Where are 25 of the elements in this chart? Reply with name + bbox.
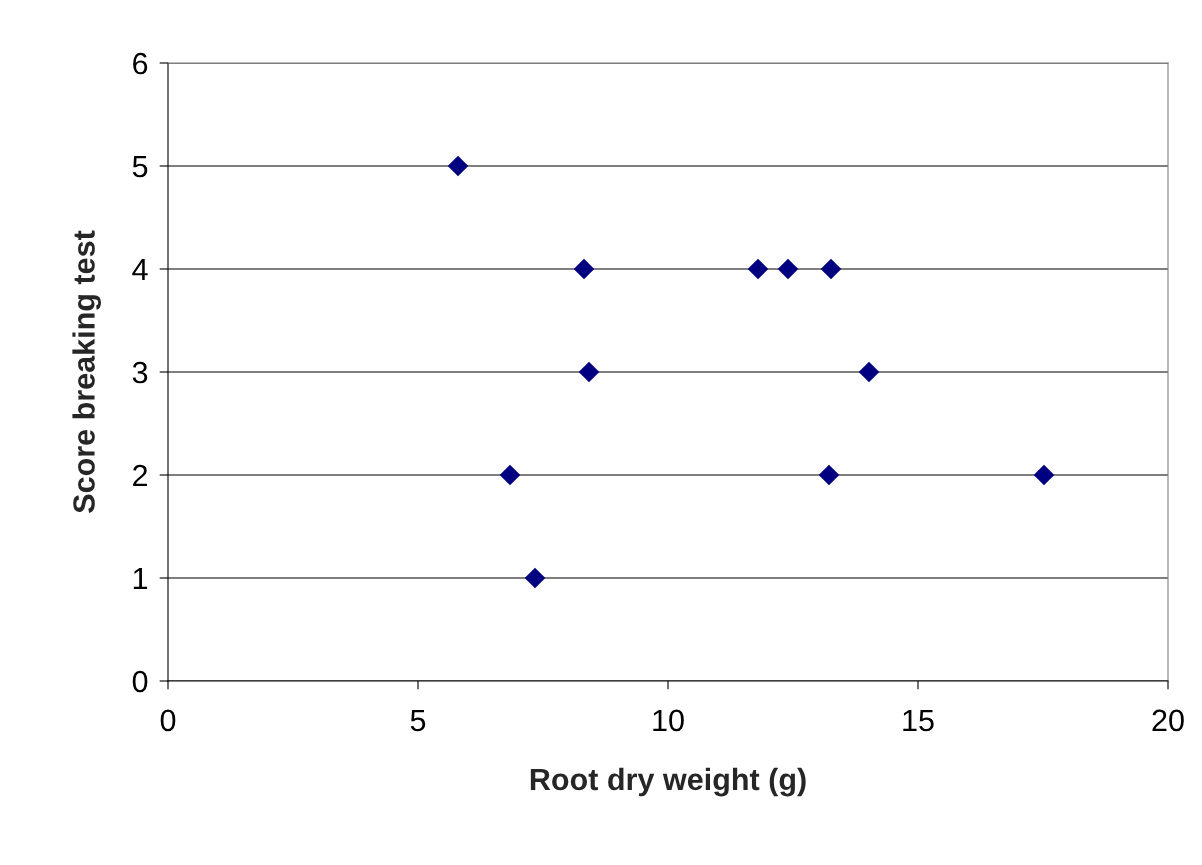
y-tick-label: 6: [133, 52, 148, 75]
point: [447, 155, 469, 177]
x-tick-label: 10: [653, 709, 684, 732]
point: [573, 258, 595, 280]
point: [858, 361, 880, 383]
point: [524, 567, 546, 589]
point: [777, 258, 799, 280]
point: [818, 464, 840, 486]
y-tick-label: 2: [133, 464, 148, 487]
y-tick-label: 3: [132, 361, 148, 384]
x-tick-label: 0: [160, 709, 176, 732]
y-axis-title: Score breaking test: [72, 230, 102, 513]
x-axis-title: Root dry weight (g): [530, 767, 806, 797]
y-tick-label: 0: [132, 670, 148, 693]
y-tick-label: 1: [133, 568, 148, 590]
point: [747, 258, 769, 280]
x-tick-label: 20: [1152, 709, 1184, 732]
point: [578, 361, 600, 383]
point: [820, 258, 842, 280]
x-tick-label: 15: [903, 709, 934, 732]
y-tick-label: 5: [132, 156, 148, 178]
point: [1033, 464, 1055, 486]
point: [499, 464, 521, 486]
y-tick-label: 4: [132, 259, 148, 281]
x-tick-label: 5: [410, 709, 426, 732]
